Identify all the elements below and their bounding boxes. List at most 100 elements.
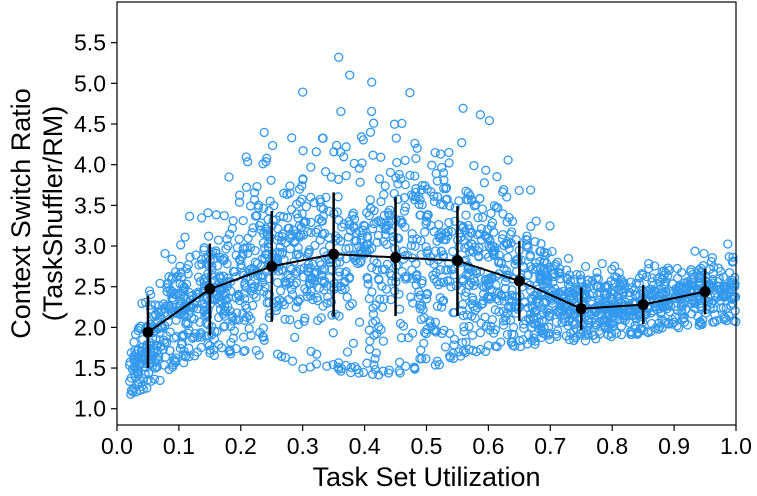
data-point	[484, 241, 494, 251]
data-point	[551, 317, 562, 327]
data-point	[539, 316, 549, 326]
mean-point	[204, 283, 216, 295]
data-point	[411, 187, 421, 198]
data-point	[494, 250, 504, 260]
data-point	[582, 275, 593, 285]
data-point	[341, 244, 351, 254]
data-point	[682, 320, 693, 330]
data-point	[637, 269, 647, 279]
data-point	[398, 321, 409, 331]
data-point	[367, 369, 378, 379]
data-point	[677, 314, 687, 325]
data-point	[485, 236, 495, 246]
data-point	[659, 266, 669, 276]
data-point	[411, 280, 421, 290]
data-point	[368, 118, 379, 128]
data-point	[410, 171, 420, 181]
data-point	[709, 317, 720, 327]
data-point	[156, 306, 166, 317]
data-point	[302, 287, 312, 297]
data-point	[241, 312, 252, 322]
data-point	[475, 344, 486, 355]
data-point	[664, 265, 674, 276]
data-point	[450, 216, 460, 226]
data-point	[603, 280, 613, 290]
data-point	[321, 192, 331, 203]
data-point	[435, 149, 446, 159]
data-point	[489, 227, 499, 237]
data-point	[248, 283, 258, 293]
data-point	[570, 274, 580, 285]
data-point	[225, 277, 236, 287]
data-point	[344, 301, 355, 311]
data-point	[473, 246, 483, 256]
data-point	[141, 297, 151, 308]
data-point	[378, 336, 389, 346]
data-point	[306, 227, 316, 238]
y-tick-label: 2.5	[74, 274, 106, 300]
data-point	[707, 253, 718, 263]
data-point	[203, 231, 214, 241]
data-point	[287, 356, 298, 366]
data-point	[397, 266, 407, 277]
data-point	[319, 264, 330, 275]
data-point	[154, 300, 164, 311]
data-point	[686, 274, 697, 285]
data-point	[176, 339, 187, 350]
data-point	[475, 328, 486, 338]
data-point	[306, 346, 316, 357]
data-point	[250, 245, 260, 256]
data-point	[439, 175, 449, 185]
data-point	[328, 359, 338, 370]
data-point	[256, 225, 266, 235]
data-point	[374, 174, 385, 184]
data-point	[238, 332, 249, 342]
data-point	[695, 278, 705, 289]
data-point	[259, 286, 269, 297]
data-point	[419, 327, 430, 338]
data-point	[475, 193, 485, 204]
data-point	[394, 357, 405, 367]
data-point	[440, 342, 451, 352]
data-point	[644, 263, 654, 274]
data-point	[497, 234, 508, 244]
data-point	[180, 232, 190, 242]
data-point	[282, 189, 292, 200]
data-point	[469, 201, 480, 211]
data-point	[723, 239, 733, 249]
x-tick-label: 0.6	[472, 433, 504, 459]
data-point	[354, 317, 365, 327]
data-point	[422, 210, 432, 220]
data-point	[478, 289, 489, 299]
data-point	[354, 241, 364, 251]
data-point	[580, 261, 591, 272]
data-point	[149, 374, 160, 384]
data-point	[257, 277, 267, 288]
data-point	[292, 209, 302, 219]
data-point	[539, 297, 550, 307]
data-point	[543, 305, 554, 315]
data-point	[261, 224, 271, 234]
data-point	[503, 252, 513, 263]
data-point	[512, 304, 523, 314]
data-point	[197, 299, 208, 309]
data-point	[411, 191, 421, 202]
data-point	[448, 246, 458, 257]
data-point	[636, 324, 647, 335]
data-point	[514, 185, 524, 196]
data-point	[435, 293, 445, 303]
data-point	[355, 177, 365, 187]
data-point	[341, 170, 351, 181]
data-point	[315, 197, 326, 207]
data-point	[365, 127, 376, 137]
data-point	[412, 143, 422, 153]
data-point	[341, 142, 351, 152]
data-point	[699, 248, 709, 259]
data-point	[234, 234, 244, 244]
x-tick-label: 0.4	[349, 433, 381, 459]
data-point	[681, 304, 691, 315]
data-point	[366, 106, 377, 117]
data-point	[708, 268, 718, 279]
data-point	[238, 215, 248, 226]
data-point	[536, 239, 546, 249]
